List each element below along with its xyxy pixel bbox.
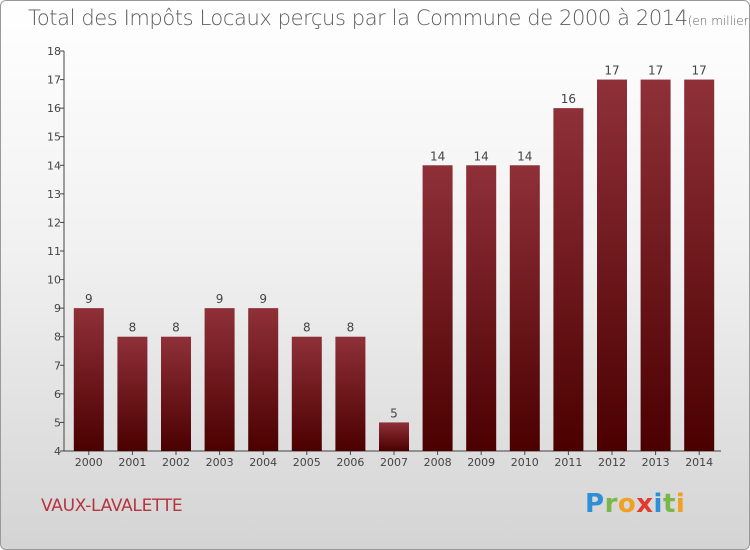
y-axis: 4 5 6 7 8 9 10 11 12 13 14 15 16 17 18	[47, 45, 65, 458]
chart-unit: (en milliers d'€)	[687, 14, 749, 28]
y-tick-label: 9	[54, 302, 61, 315]
bar-2009[interactable]	[466, 165, 497, 452]
y-tick-label: 13	[47, 188, 61, 201]
x-tick-label: 2007	[380, 456, 408, 469]
bar-2007[interactable]	[379, 422, 409, 451]
x-tick-label: 2006	[336, 456, 364, 469]
y-tick-label: 7	[54, 359, 61, 372]
x-tick-label: 2014	[685, 456, 713, 469]
y-tick-label: 12	[47, 216, 61, 229]
data-label: 14	[474, 149, 489, 163]
data-label: 14	[517, 149, 532, 163]
y-tick-label: 5	[54, 416, 61, 429]
y-tick-label: 10	[47, 274, 61, 287]
x-tick-label: 2013	[642, 456, 670, 469]
x-tick-label: 2009	[467, 456, 495, 469]
logo-letter: o	[617, 489, 637, 519]
data-label: 17	[604, 64, 619, 78]
chart-title-text: Total des Impôts Locaux perçus par la Co…	[28, 6, 688, 30]
data-label: 8	[303, 321, 311, 335]
y-tick-label: 11	[47, 245, 61, 258]
x-tick-label: 2005	[293, 456, 321, 469]
bar-2004[interactable]	[248, 308, 279, 451]
logo-letter: x	[636, 489, 654, 519]
x-tick-label: 2004	[249, 456, 277, 469]
bar-2006[interactable]	[335, 336, 366, 451]
y-tick-label: 14	[47, 159, 61, 172]
y-tick-label: 18	[47, 45, 61, 58]
x-tick-label: 2000	[75, 456, 103, 469]
data-label: 9	[85, 292, 93, 306]
bar-2002[interactable]	[161, 336, 191, 451]
data-label: 17	[692, 64, 707, 78]
x-tick-label: 2002	[162, 456, 190, 469]
bar-2000[interactable]	[73, 308, 104, 451]
data-label: 9	[216, 292, 224, 306]
bar-2013[interactable]	[640, 79, 671, 452]
bars: 9 8 8 9 9 8 8 5 14 14 14 16 17 17 17	[73, 64, 715, 452]
bar-2008[interactable]	[422, 165, 453, 452]
bar-2001[interactable]	[117, 336, 148, 451]
logo-letter: i	[653, 489, 663, 519]
data-label: 8	[172, 321, 180, 335]
bar-2012[interactable]	[597, 79, 627, 452]
data-label: 16	[561, 92, 576, 106]
bar-2014[interactable]	[684, 79, 715, 452]
x-tick-label: 2008	[424, 456, 452, 469]
bar-2005[interactable]	[291, 336, 322, 451]
x-tick-label: 2001	[118, 456, 146, 469]
y-tick-label: 6	[54, 388, 61, 401]
x-axis: 2000 2001 2002 2003 2004 2005 2006 2007 2008 2009…	[64, 450, 721, 469]
logo-letter: t	[662, 489, 676, 519]
y-tick-label: 4	[54, 445, 61, 458]
bar-2011[interactable]	[553, 108, 584, 452]
x-tick-label: 2011	[554, 456, 582, 469]
chart-title: Total des Impôts Locaux perçus par la Co…	[28, 6, 749, 30]
x-tick-label: 2012	[598, 456, 626, 469]
bar-2010[interactable]	[509, 165, 540, 452]
logo-letter: i	[675, 489, 686, 519]
data-label: 9	[259, 292, 267, 306]
y-tick-label: 8	[54, 331, 61, 344]
data-label: 17	[648, 64, 663, 78]
x-tick-label: 2010	[511, 456, 539, 469]
x-tick-label: 2003	[206, 456, 234, 469]
bar-2003[interactable]	[204, 308, 235, 451]
logo-letter: r	[604, 489, 618, 519]
y-tick-label: 15	[47, 131, 61, 144]
y-tick-label: 17	[47, 74, 61, 87]
data-label: 8	[129, 321, 137, 335]
proxiti-logo[interactable]: Proxiti	[585, 489, 685, 519]
data-label: 8	[347, 321, 355, 335]
commune-name: VAUX-LAVALETTE	[41, 496, 183, 516]
data-label: 14	[430, 149, 445, 163]
logo-letter: P	[585, 489, 605, 519]
y-tick-label: 16	[47, 102, 61, 115]
data-label: 5	[390, 406, 398, 420]
